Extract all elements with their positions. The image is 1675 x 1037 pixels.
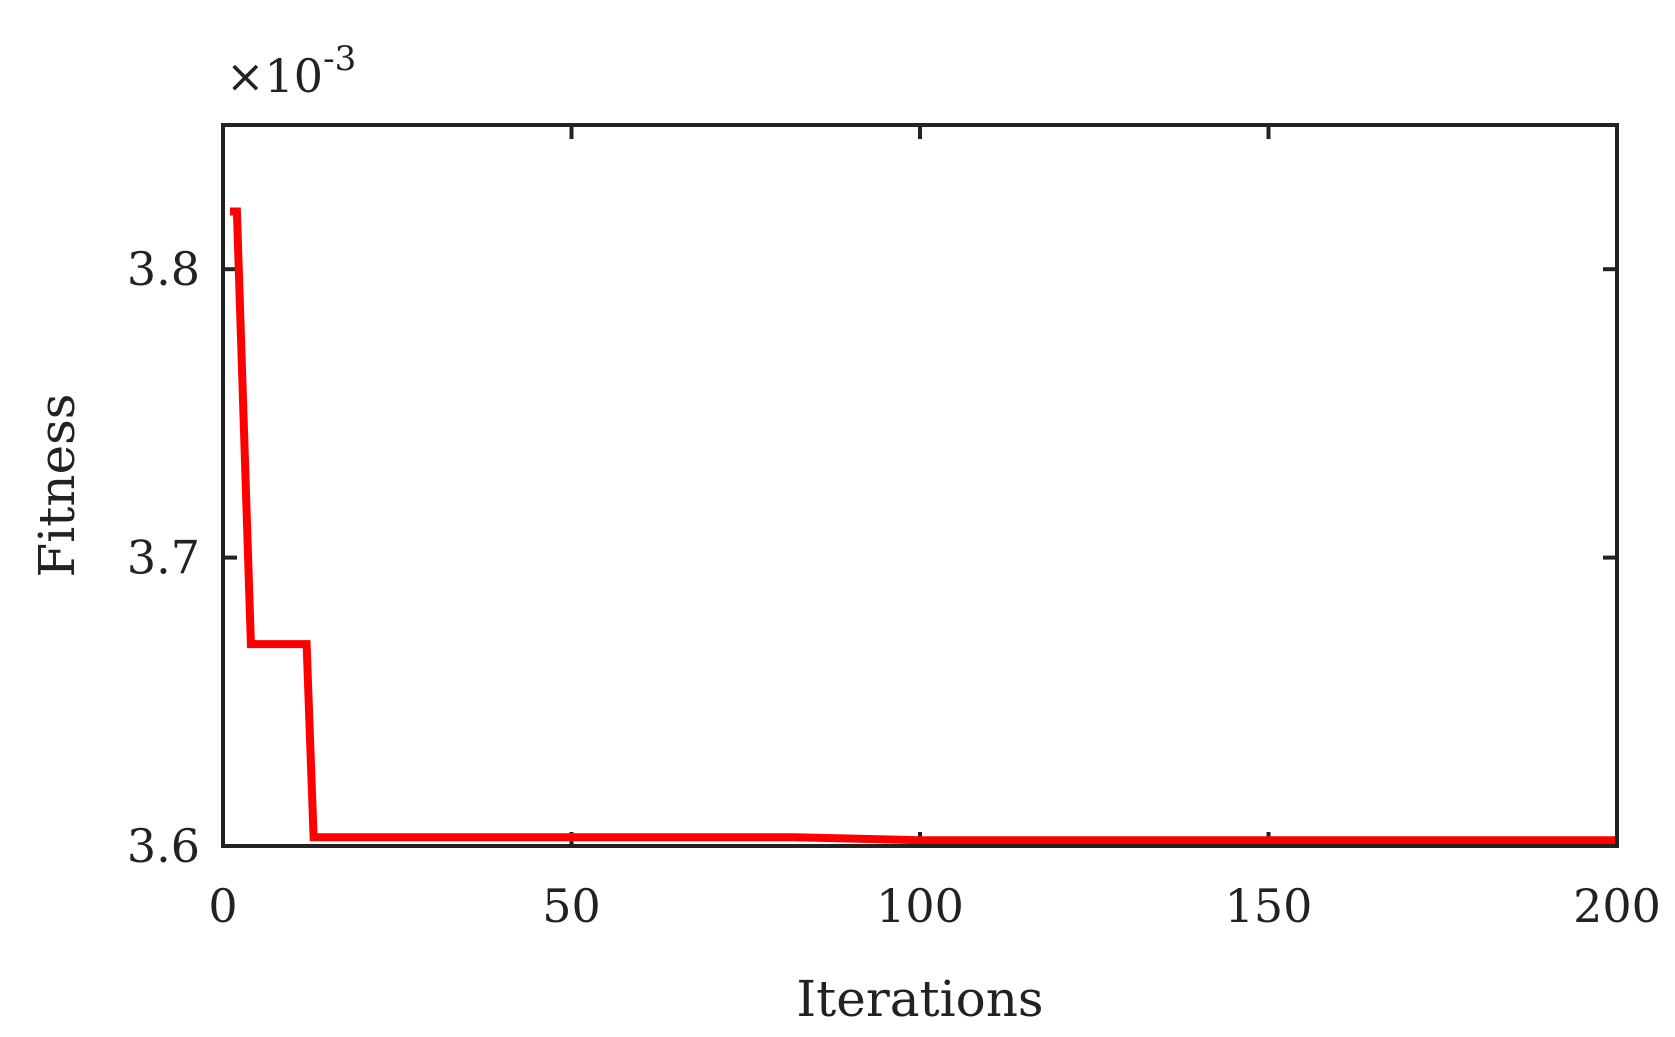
- y-tick-label-1: 3.7: [127, 531, 200, 585]
- x-tick-label-3: 150: [1225, 879, 1313, 933]
- y-axis-label: Fitness: [28, 394, 86, 578]
- x-tick-label-4: 200: [1573, 879, 1661, 933]
- exponent-power: -3: [323, 39, 356, 79]
- x-tick-label-0: 0: [208, 879, 237, 933]
- series-line-0: [230, 207, 1617, 845]
- y-axis-exponent-label: ×10-3: [226, 39, 356, 103]
- y-tick-labels: 3.6 3.7 3.8: [127, 242, 200, 873]
- y-tick-label-0: 3.6: [127, 819, 200, 873]
- x-tick-labels: 0 50 100 150 200: [208, 879, 1661, 933]
- series-layer: [230, 207, 1617, 845]
- y-tick-label-2: 3.8: [127, 242, 200, 296]
- exponent-prefix: ×10: [226, 49, 323, 103]
- x-tick-label-1: 50: [542, 879, 601, 933]
- plot-area-frame: [221, 123, 1619, 848]
- x-tick-label-2: 100: [876, 879, 964, 933]
- x-axis-label: Iterations: [796, 970, 1043, 1028]
